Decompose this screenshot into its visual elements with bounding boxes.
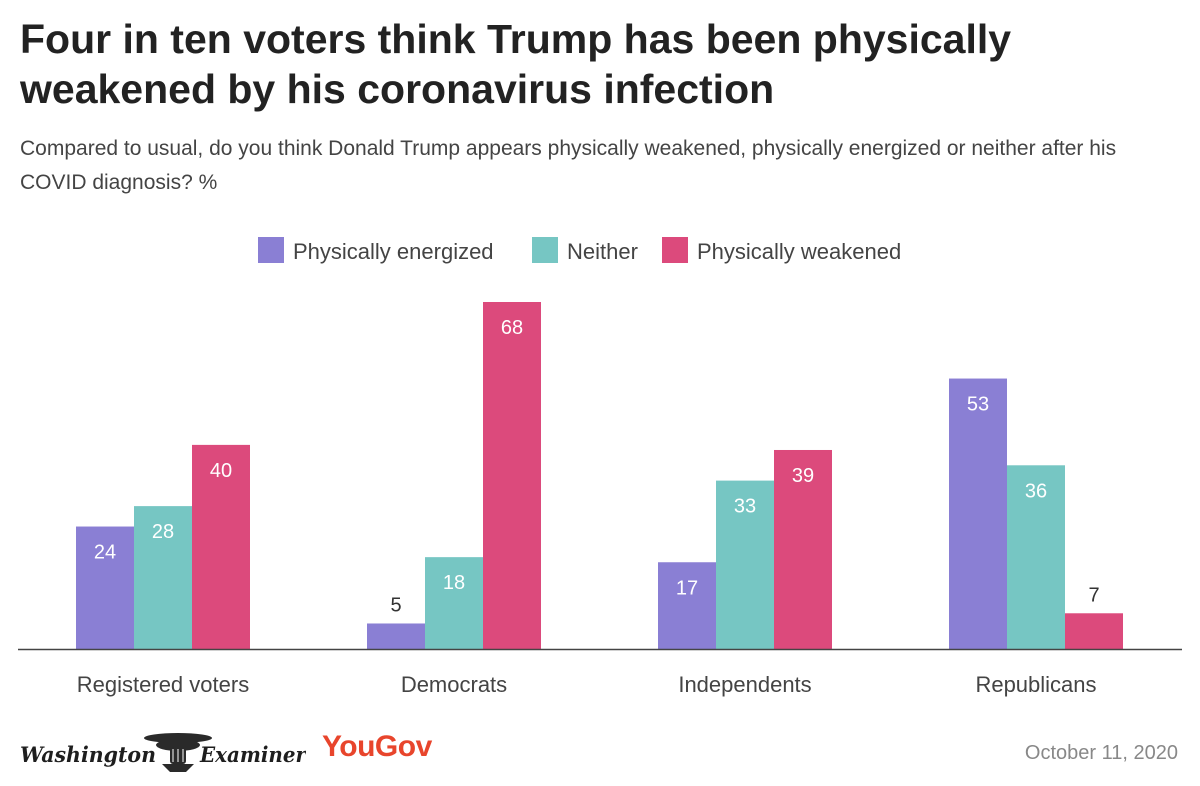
bar bbox=[1007, 465, 1065, 649]
data-label: 7 bbox=[1088, 584, 1099, 606]
data-label: 18 bbox=[443, 572, 465, 594]
svg-text:Examiner: Examiner bbox=[199, 742, 306, 767]
data-label: 33 bbox=[734, 496, 756, 518]
category-label: Registered voters bbox=[77, 672, 249, 697]
bar bbox=[1065, 613, 1123, 649]
chart-subtitle: Compared to usual, do you think Donald T… bbox=[20, 137, 1117, 194]
bar bbox=[192, 444, 250, 649]
bar bbox=[367, 623, 425, 649]
bar bbox=[716, 480, 774, 649]
washington-examiner-logo: Washington Examiner bbox=[20, 733, 306, 772]
bar bbox=[134, 506, 192, 649]
category-label: Independents bbox=[678, 672, 811, 697]
bar-chart: Physically energized Neither Physically we… bbox=[18, 237, 1182, 697]
data-label: 53 bbox=[967, 394, 989, 416]
data-label: 40 bbox=[210, 460, 232, 482]
bar bbox=[658, 562, 716, 649]
category-label: Democrats bbox=[401, 672, 507, 697]
bar bbox=[76, 526, 134, 649]
data-label: 24 bbox=[94, 542, 116, 564]
bar bbox=[483, 302, 541, 649]
category-label: Republicans bbox=[975, 672, 1096, 697]
legend-swatch bbox=[662, 237, 688, 263]
bar bbox=[425, 557, 483, 649]
data-label: 28 bbox=[152, 521, 174, 543]
legend-label: Physically energized bbox=[293, 239, 494, 264]
chart-title: Four in ten voters think Trump has been … bbox=[20, 16, 1012, 112]
bar bbox=[949, 378, 1007, 649]
data-label: 36 bbox=[1025, 480, 1047, 502]
data-label: 17 bbox=[676, 577, 698, 599]
data-label: 68 bbox=[501, 317, 523, 339]
svg-text:Washington: Washington bbox=[20, 742, 156, 767]
publication-date: October 11, 2020 bbox=[1024, 742, 1178, 764]
data-label: 5 bbox=[390, 594, 401, 616]
legend-label: Neither bbox=[567, 239, 638, 264]
bar bbox=[774, 449, 832, 649]
legend-swatch bbox=[258, 237, 284, 263]
legend-swatch bbox=[532, 237, 558, 263]
data-label: 39 bbox=[792, 465, 814, 487]
legend-label: Physically weakened bbox=[697, 239, 901, 264]
yougov-logo: YouGov bbox=[322, 730, 432, 763]
